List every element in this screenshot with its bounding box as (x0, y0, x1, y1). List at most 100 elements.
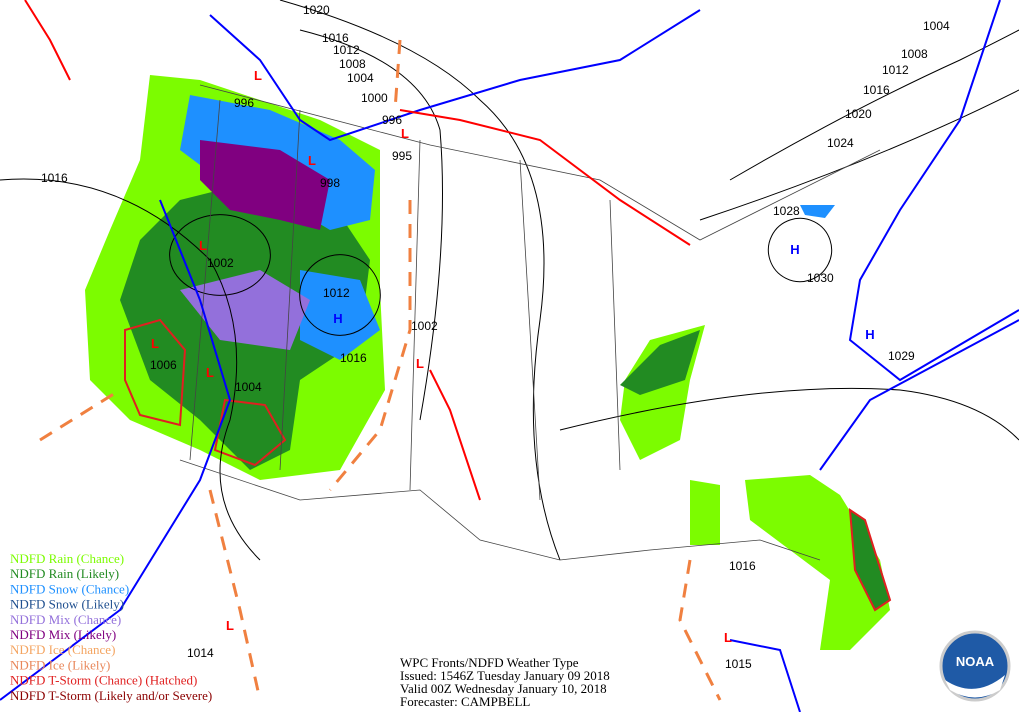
isobar-label: 1004 (923, 19, 950, 33)
logo-text: NOAA (956, 654, 995, 669)
isobar-label: 1012 (882, 63, 909, 77)
isobar-label: 1016 (863, 83, 890, 97)
cold-front (0, 199, 232, 701)
legend: NDFD Rain (Chance)NDFD Rain (Likely)NDFD… (10, 551, 212, 703)
cold-front (848, 0, 1019, 382)
cold-front (819, 319, 1019, 471)
isobar-label: 996 (234, 96, 254, 110)
legend-entry: NDFD Ice (Likely) (10, 657, 110, 672)
legend-entry: NDFD Rain (Chance) (10, 551, 124, 566)
snow-chance (300, 270, 380, 360)
isobar-label: 1008 (339, 57, 366, 71)
legend-entry: NDFD Snow (Likely) (10, 597, 124, 612)
troughs (39, 39, 722, 701)
isobar-label: 1016 (322, 31, 349, 45)
isobar-label: 996 (382, 113, 402, 127)
isobar (0, 178, 261, 561)
isobar-label: 1016 (41, 171, 68, 185)
isobar-label: 1012 (333, 43, 360, 57)
info-title: WPC Fronts/NDFD Weather Type (400, 655, 579, 670)
isobar-label: 1015 (725, 657, 752, 671)
border (199, 84, 881, 241)
isobar-label: 1002 (207, 256, 234, 270)
trough (208, 489, 262, 701)
border (179, 459, 821, 561)
legend-entry: NDFD Mix (Chance) (10, 612, 121, 627)
pressure-center: H (865, 327, 874, 342)
rain-chance (690, 480, 720, 545)
cold-front (729, 639, 801, 713)
isobar-label: 1000 (361, 91, 388, 105)
mix-chance (180, 270, 310, 350)
isobar-label: 995 (392, 149, 412, 163)
pressure-center: H (790, 242, 799, 257)
isobar (699, 89, 1019, 221)
tstorm-area (213, 398, 287, 467)
trough (39, 388, 121, 442)
isobar-label: 998 (320, 176, 340, 190)
tstorm-area (124, 318, 187, 427)
trough (678, 559, 722, 701)
isobar (169, 214, 271, 296)
snow-chance (800, 205, 835, 218)
legend-entry: NDFD Ice (Chance) (10, 642, 115, 657)
legend-entry: NDFD Rain (Likely) (10, 566, 119, 581)
pressure-center: L (254, 68, 262, 83)
isobar-label: 1016 (729, 559, 756, 573)
isobar-label: 1029 (888, 349, 915, 363)
legend-entry: NDFD T-Storm (Chance) (Hatched) (10, 673, 197, 688)
info-issued: Issued: 1546Z Tuesday January 09 2018 (400, 668, 610, 683)
pressure-center: H (333, 311, 342, 326)
borders (179, 84, 881, 561)
pressure-center: L (151, 336, 159, 351)
isobar-label: 1024 (827, 136, 854, 150)
isobar-label: 1004 (347, 71, 374, 85)
isobar-label: 1006 (150, 358, 177, 372)
precip-areas (85, 75, 892, 650)
trough (393, 39, 402, 111)
isobar-label: 1014 (187, 646, 214, 660)
info-valid: Valid 00Z Wednesday January 10, 2018 (400, 681, 607, 696)
isobar-label: 1002 (411, 319, 438, 333)
logo-circle (939, 630, 1011, 702)
isobar-label: 1012 (323, 286, 350, 300)
isobar (559, 387, 1019, 441)
legend-entry: NDFD T-Storm (Likely and/or Severe) (10, 688, 212, 703)
isobar (767, 217, 833, 283)
cold-front (209, 9, 701, 142)
isobar-label: 1016 (340, 351, 367, 365)
isobar-label: 1028 (773, 204, 800, 218)
trough (328, 200, 412, 491)
pressure-center: L (724, 630, 732, 645)
pressure-center: L (416, 356, 424, 371)
pressure-center: L (199, 238, 207, 253)
pressure-center: L (401, 126, 409, 141)
warm-front (399, 109, 691, 246)
legend-entry: NDFD Mix (Likely) (10, 627, 116, 642)
isobar-label: 1008 (901, 47, 928, 61)
border (189, 99, 621, 501)
legend-entry: NDFD Snow (Chance) (10, 581, 129, 596)
isobar-label: 1020 (303, 3, 330, 17)
isobar (299, 254, 381, 336)
warm-front (429, 369, 481, 501)
mix-likely (200, 140, 330, 230)
isobar-label: 1004 (235, 380, 262, 394)
isobar-label: 1030 (807, 271, 834, 285)
pressure-center: L (308, 153, 316, 168)
labels: 1020101610121008100410009969959969981002… (41, 3, 950, 671)
rain-likely (620, 330, 700, 395)
pressure-center: L (226, 618, 234, 633)
isobar-label: 1020 (845, 107, 872, 121)
logo-wave (945, 675, 1005, 698)
info-box: WPC Fronts/NDFD Weather Type Issued: 154… (400, 655, 610, 709)
noaa-logo: NOAA (939, 630, 1011, 702)
isobar (729, 29, 1019, 181)
isobar (299, 29, 443, 421)
tstorm-area (848, 508, 892, 612)
pressure-center: L (206, 365, 214, 380)
info-forecaster: Forecaster: CAMPBELL (400, 694, 530, 709)
warm-front (24, 0, 71, 81)
